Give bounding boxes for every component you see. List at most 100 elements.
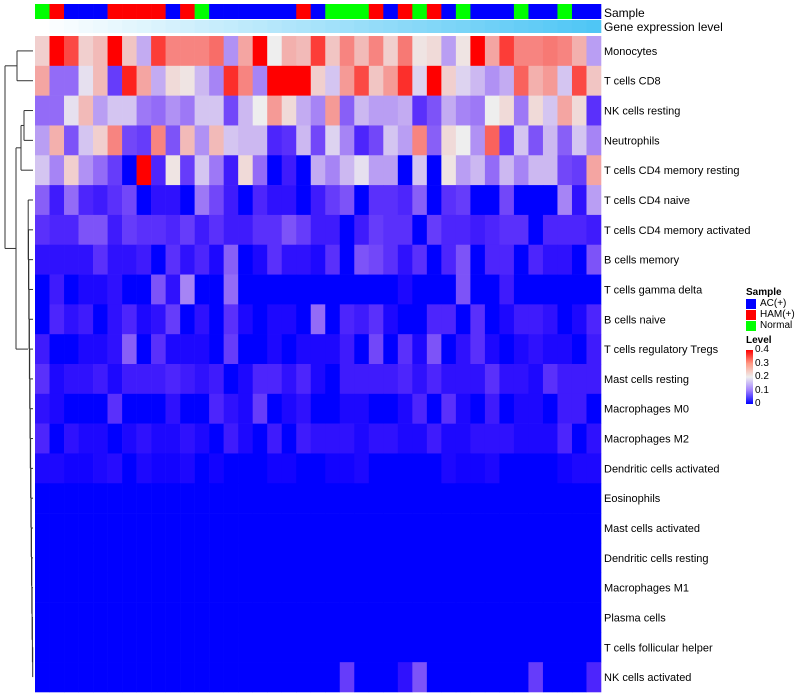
heatmap-cell: [151, 542, 166, 574]
heatmap-cell: [93, 483, 108, 514]
legend-item-ham: HAM(+): [746, 309, 795, 320]
heatmap-cell: [499, 364, 515, 395]
heatmap-cell: [484, 36, 500, 67]
heatmap-cell: [252, 483, 268, 514]
heatmap-cell: [238, 214, 253, 246]
heatmap-cell: [93, 542, 108, 574]
heatmap-cell: [151, 304, 166, 335]
gene-expression-cell: [107, 20, 123, 33]
heatmap-cell: [455, 36, 471, 67]
heatmap-cell: [586, 244, 602, 275]
gene-expression-cell: [571, 20, 587, 33]
heatmap-cell: [194, 513, 210, 544]
heatmap-cell: [93, 662, 108, 693]
heatmap-cell: [426, 125, 442, 156]
heatmap-cell: [64, 95, 79, 126]
heatmap-cell: [412, 602, 428, 633]
heatmap-cell: [383, 36, 399, 67]
heatmap-cell: [571, 513, 587, 544]
heatmap-cell: [107, 393, 123, 424]
heatmap-cell: [310, 65, 326, 96]
heatmap-cell: [267, 513, 283, 544]
sample-cell: [397, 4, 413, 19]
heatmap-cell: [136, 244, 152, 275]
gene-expression-cell: [354, 20, 370, 33]
heatmap-cell: [267, 36, 283, 67]
heatmap-cell: [78, 334, 94, 365]
row-labels: Monocytes T cells CD8 NK cells resting Neut…: [604, 46, 751, 684]
heatmap-cell: [107, 423, 123, 454]
heatmap-cell: [180, 155, 195, 186]
row-label: Dendritic cells activated: [604, 463, 720, 475]
heatmap-cell: [513, 542, 529, 574]
heatmap-cell: [194, 65, 210, 96]
heatmap-cell: [310, 453, 326, 484]
heatmap-cell: [499, 632, 515, 663]
sample-cell: [64, 4, 79, 19]
heatmap-cell: [136, 632, 152, 663]
heatmap-cell: [339, 602, 355, 633]
heatmap-cell: [339, 483, 355, 514]
heatmap-cell: [528, 513, 544, 544]
heatmap-cell: [223, 95, 239, 126]
heatmap-cell: [557, 125, 573, 156]
heatmap-cell: [339, 125, 355, 156]
heatmap-cell: [397, 662, 413, 693]
heatmap-cell: [64, 334, 79, 365]
heatmap-cell: [223, 513, 239, 544]
heatmap-cell: [339, 364, 355, 395]
heatmap-cell: [281, 393, 297, 424]
heatmap-cell: [426, 393, 442, 424]
heatmap-cell: [281, 244, 297, 275]
heatmap-cell: [339, 423, 355, 454]
heatmap-cell: [499, 393, 515, 424]
heatmap-cell: [426, 453, 442, 484]
heatmap-cell: [470, 513, 486, 544]
heatmap-cell: [122, 632, 137, 663]
heatmap-cell: [93, 364, 108, 395]
heatmap-cell: [455, 632, 471, 663]
sample-cell: [165, 4, 181, 19]
heatmap-cell: [209, 95, 224, 126]
heatmap-cell: [238, 65, 253, 96]
heatmap-cell: [557, 244, 573, 275]
gene-expression-cell: [151, 20, 166, 33]
heatmap-cell: [296, 95, 312, 126]
heatmap-cell: [93, 125, 108, 156]
heatmap-cell: [383, 244, 399, 275]
heatmap-cell: [542, 274, 558, 305]
heatmap-cell: [441, 542, 457, 574]
heatmap-cell: [136, 155, 152, 186]
heatmap-cell: [499, 155, 515, 186]
heatmap-cell: [499, 513, 515, 544]
heatmap-cell: [397, 155, 413, 186]
heatmap-cell: [238, 572, 253, 603]
heatmap-cell: [49, 244, 65, 275]
heatmap-cell: [484, 244, 500, 275]
heatmap-cell: [542, 155, 558, 186]
heatmap-cell: [49, 334, 65, 365]
heatmap-cell: [571, 95, 587, 126]
heatmap-cell: [122, 244, 137, 275]
heatmap-cell: [339, 393, 355, 424]
legend-tick: 0.4: [755, 344, 769, 355]
heatmap-cell: [441, 423, 457, 454]
heatmap-cell: [354, 364, 370, 395]
heatmap-cell: [238, 36, 253, 67]
heatmap-cell: [209, 334, 224, 365]
heatmap-cell: [426, 36, 442, 67]
heatmap-cell: [180, 334, 195, 365]
heatmap-cell: [180, 662, 195, 693]
heatmap-cell: [557, 483, 573, 514]
heatmap-cell: [571, 155, 587, 186]
heatmap-cell: [107, 334, 123, 365]
heatmap-cell: [339, 662, 355, 693]
heatmap-cell: [354, 393, 370, 424]
heatmap-cell: [571, 632, 587, 663]
heatmap-cell: [455, 453, 471, 484]
heatmap-cell: [528, 36, 544, 67]
heatmap-cell: [455, 423, 471, 454]
heatmap-cell: [267, 542, 283, 574]
heatmap-cell: [49, 65, 65, 96]
heatmap-cell: [557, 423, 573, 454]
